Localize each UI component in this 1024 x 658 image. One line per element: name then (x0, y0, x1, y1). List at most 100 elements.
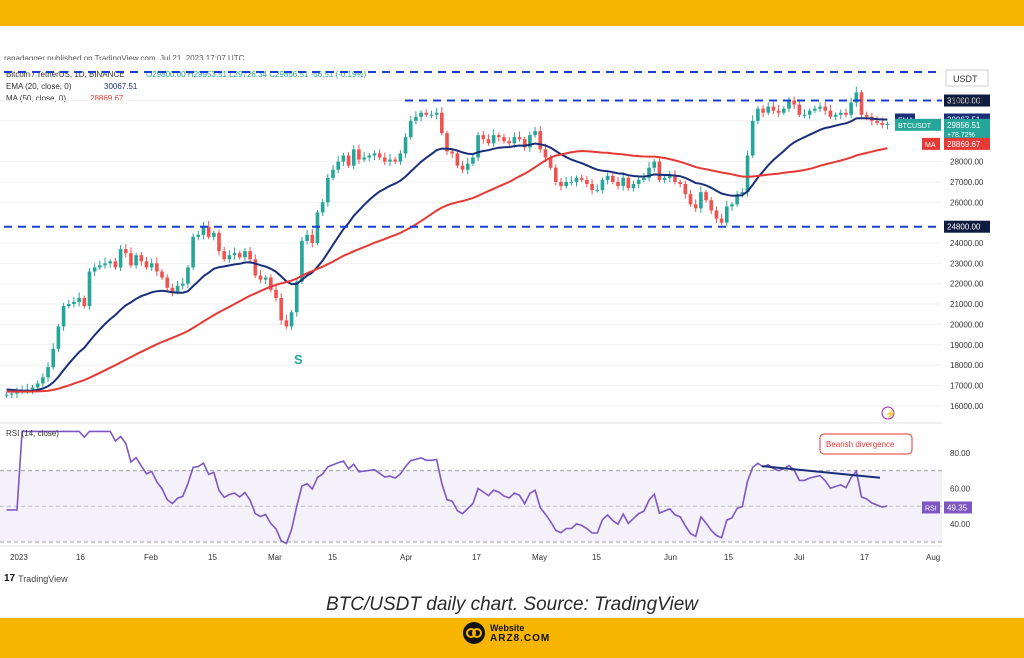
candle-body (724, 206, 729, 223)
candle-body (476, 135, 480, 158)
candle-body (331, 169, 335, 178)
candle-body (507, 141, 511, 144)
candle-body (92, 267, 97, 272)
candle-body (186, 267, 190, 284)
candle-body (859, 92, 864, 115)
candle-body (626, 177, 631, 189)
ma-tag-name: MA (925, 142, 936, 149)
bottom-band (0, 618, 1024, 658)
candle-body (191, 236, 195, 268)
candle-body (807, 110, 812, 115)
candle-body (248, 251, 252, 260)
candle-body (833, 114, 838, 117)
brand-line1: Website (490, 622, 525, 633)
candle-body (155, 263, 159, 272)
ema-legend: EMA (20, close, 0) (6, 82, 72, 91)
ma-tag-value: 28869.67 (947, 140, 981, 149)
divergence-label: Bearish divergence (826, 440, 895, 449)
candle-body (300, 240, 304, 282)
candle-body (367, 155, 372, 158)
candle-body (756, 108, 760, 121)
candle-body (383, 157, 387, 162)
y-tick-label: 18000.00 (950, 361, 984, 370)
candle-body (678, 181, 682, 184)
level-tag-label: 31000.00 (947, 97, 981, 106)
candle-body (175, 285, 180, 292)
candle-body (797, 104, 802, 115)
candle-body (522, 139, 527, 148)
candle-body (51, 348, 56, 368)
publisher-line: ranadagger published on TradingView.com,… (4, 54, 245, 63)
btc-tag-change: +78.72% (947, 132, 975, 139)
candle-body (113, 261, 118, 268)
y-tick-label: 19000.00 (950, 341, 984, 350)
candle-body (528, 135, 532, 148)
candle-body (481, 135, 486, 140)
candle-body (719, 218, 724, 223)
candle-body (341, 155, 346, 162)
y-tick-label: 23000.00 (950, 259, 984, 268)
y-tick-label: 24000.00 (950, 239, 984, 248)
tv-label: TradingView (18, 573, 68, 584)
candle-body (222, 251, 227, 260)
candle-body (336, 161, 341, 170)
candle-body (129, 253, 133, 266)
candle-body (579, 177, 584, 180)
candle-body (237, 253, 242, 258)
candle-body (66, 304, 71, 307)
candle-body (491, 135, 496, 144)
levels-layer: 31000.00 24800.00 (4, 71, 990, 233)
candle-body (279, 297, 284, 321)
candle-body (263, 277, 268, 280)
candle-body (595, 190, 600, 192)
divergence-box (819, 433, 913, 455)
candle-body (455, 153, 460, 166)
candle-body (813, 108, 817, 111)
x-tick-label: Mar (268, 553, 282, 562)
rsi-tick-label: 60.00 (950, 484, 971, 493)
candle-body (445, 133, 449, 152)
candle-body (517, 137, 522, 140)
candle-body (548, 157, 553, 168)
candle-body (253, 259, 258, 276)
candle-body (543, 149, 548, 158)
candle-body (227, 255, 232, 260)
ema-line (6, 117, 888, 392)
candle-body (305, 234, 309, 241)
candle-body (771, 106, 776, 111)
x-tick-label: Jul (794, 553, 804, 562)
candle-body (792, 100, 796, 105)
candle-body (87, 271, 92, 307)
candle-body (77, 297, 81, 303)
y-tick-label: 26000.00 (950, 198, 984, 207)
ema-legend-value: 30067.51 (104, 82, 138, 91)
candle-body (553, 167, 558, 182)
candle-body (232, 253, 237, 256)
candle-body (144, 261, 149, 268)
candle-body (538, 131, 543, 150)
candle-body (616, 181, 620, 187)
candle-body (274, 289, 278, 298)
annotation-s: S (294, 352, 303, 367)
y-tick-label: 27000.00 (950, 178, 984, 187)
ma-tag-box (944, 137, 990, 150)
candle-body (377, 153, 382, 158)
candle-body (72, 302, 76, 305)
candle-body (776, 110, 781, 113)
candle-body (408, 120, 413, 138)
candle-body (802, 114, 807, 116)
candle-body (688, 194, 693, 205)
candle-body (108, 261, 113, 264)
x-tick-label: 17 (860, 553, 869, 562)
candle-body (82, 297, 87, 307)
x-tick-label: 15 (328, 553, 337, 562)
rsi-pane: 80.00 60.00 40.00 Bearish divergence RSI 49.3… (0, 430, 972, 545)
candle-body (346, 155, 351, 166)
y-tick-label: 16000.00 (950, 402, 984, 411)
candle-body (745, 155, 750, 193)
candle-body (621, 177, 625, 187)
candle-body (388, 159, 392, 162)
tradingview-logo: 17 TradingView (4, 573, 68, 584)
candle-body (730, 204, 734, 207)
candle-body (699, 192, 703, 209)
